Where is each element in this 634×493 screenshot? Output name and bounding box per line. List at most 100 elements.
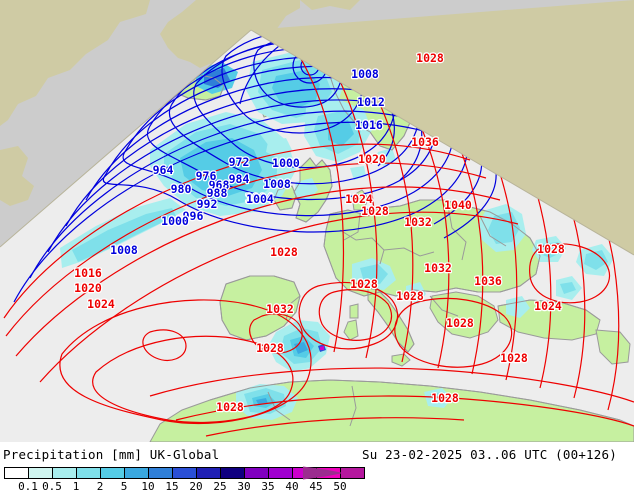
colorbar-tick: 35 [261,480,275,493]
isobar-label-high: 1028 [215,399,245,415]
svg-text:1028: 1028 [270,245,298,259]
svg-text:1032: 1032 [266,302,294,316]
svg-text:1036: 1036 [411,135,439,149]
svg-text:1000: 1000 [272,156,300,170]
svg-text:1028: 1028 [431,391,459,405]
colorbar-tick: 20 [189,480,203,493]
svg-text:1028: 1028 [446,316,474,330]
isobar-label-high: 1036 [410,134,440,150]
isobar-label-low: 1000 [160,213,190,229]
isobar-label-high: 1028 [360,203,390,219]
isobar-label-high: 1032 [265,301,295,317]
isobar-label-low: 1004 [245,191,275,207]
colorbar-swatch [4,467,29,479]
isobar-label-high: 1028 [415,50,445,66]
colorbar-swatch [172,467,197,479]
isobar-label-low: 972 [227,154,250,170]
svg-text:992: 992 [197,197,218,211]
svg-text:972: 972 [229,155,250,169]
colorbar-overflow-arrow [303,466,341,480]
map-canvas[interactable]: 964 968 972 976 980 984 988 992 996 1000 1000 1004 1… [0,0,634,442]
svg-text:976: 976 [196,169,217,183]
colorbar-tick: 40 [285,480,299,493]
isobar-label-low: 1008 [109,242,139,258]
svg-text:1024: 1024 [345,192,373,206]
svg-text:1032: 1032 [424,261,452,275]
isobar-label-high: 1040 [443,197,473,213]
isobar-label-high: 1036 [473,273,503,289]
isobar-label-low: 1008 [350,66,380,82]
colorbar-tick: 1 [72,480,80,493]
svg-text:1008: 1008 [263,177,291,191]
isobar-label-high: 1028 [255,340,285,356]
isobar-label-high: 1028 [269,244,299,260]
svg-text:1008: 1008 [110,243,138,257]
colorbar-tick: 15 [165,480,179,493]
isobar-label-high: 1024 [533,298,563,314]
svg-text:1000: 1000 [161,214,189,228]
domain-boundary [0,29,634,256]
colorbar-tick: 10 [141,480,155,493]
isobar-label-low: 992 [195,196,218,212]
colorbar-tick: 25 [213,480,227,493]
svg-text:964: 964 [153,163,174,177]
colorbar-tick: 45 [309,480,323,493]
colorbar-swatch [28,467,53,479]
colorbar-tick: 30 [237,480,251,493]
colorbar-tick: 0.1 [18,480,38,493]
isobar-label-low: 1016 [354,117,384,133]
svg-text:1008: 1008 [351,67,379,81]
isobar-label-low: 976 [194,168,217,184]
svg-text:1028: 1028 [537,242,565,256]
isobar-label-high: 1024 [344,191,374,207]
colorbar-swatch [220,467,245,479]
footer-bar: Precipitation [mm] UK-Global Su 23-02-20… [0,442,634,493]
svg-text:1028: 1028 [361,204,389,218]
colorbar-tick: 50 [333,480,347,493]
svg-text:1028: 1028 [216,400,244,414]
svg-text:1016: 1016 [355,118,383,132]
isobar-label-high: 1028 [536,241,566,257]
isobar-label-low: 1000 [271,155,301,171]
isobar-label-low: 984 [227,171,250,187]
colorbar-swatch [76,467,101,479]
svg-text:1020: 1020 [358,152,386,166]
colorbar-tick-labels: 0.1 0.5 1 2 5 10 15 20 25 30 35 40 45 50 [0,480,360,493]
svg-text:1040: 1040 [444,198,472,212]
svg-text:1004: 1004 [246,192,274,206]
isobar-label-high: 1024 [86,296,116,312]
precipitation-field [60,50,614,420]
colorbar-swatch [244,467,269,479]
colorbar-swatch [148,467,173,479]
isobar-labels: 9649689729769809849889929961000100010041… [73,50,566,415]
svg-text:968: 968 [209,178,230,192]
colorbar-tick: 0.5 [42,480,62,493]
svg-text:988: 988 [207,186,228,200]
svg-text:1028: 1028 [396,289,424,303]
colorbar-swatch [340,467,365,479]
map-graphic: 9649689729769809849889929961000100010041… [0,0,634,442]
svg-text:1024: 1024 [87,297,115,311]
svg-text:1028: 1028 [350,277,378,291]
svg-text:984: 984 [229,172,250,186]
isobar-label-high: 1028 [445,315,475,331]
isobar-label-low: 996 [181,208,204,224]
svg-text:1020: 1020 [74,281,102,295]
colorbar-tick: 2 [96,480,104,493]
colorbar-tick: 5 [120,480,128,493]
isobar-label-high: 1032 [423,260,453,276]
svg-text:1032: 1032 [404,215,432,229]
isobar-label-high: 1028 [499,350,529,366]
isobar-label-low: 1008 [262,176,292,192]
svg-text:1028: 1028 [500,351,528,365]
svg-text:980: 980 [171,182,192,196]
svg-text:1036: 1036 [474,274,502,288]
isobar-label-low: 968 [207,177,230,193]
svg-text:1012: 1012 [357,95,385,109]
chart-title: Precipitation [mm] UK-Global [3,447,220,462]
isobar-label-high: 1020 [357,151,387,167]
isobar-label-high: 1028 [349,276,379,292]
svg-text:996: 996 [183,209,204,223]
colorbar-swatch [124,467,149,479]
